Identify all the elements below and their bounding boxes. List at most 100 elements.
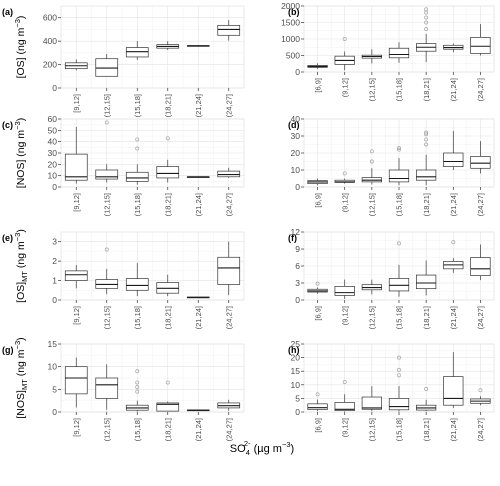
y-tick-label: 10 <box>48 171 58 181</box>
x-tick-label: (24,27] <box>224 193 233 216</box>
box-iqr <box>125 171 149 182</box>
outlier-point <box>104 247 109 252</box>
box-iqr <box>217 256 241 285</box>
outlier-point <box>135 385 140 390</box>
y-tick-label: 500 <box>286 51 300 61</box>
box-6 <box>470 388 491 406</box>
x-tick-label: [9,12] <box>72 94 81 113</box>
box-iqr <box>95 169 119 180</box>
x-tick-label: (24,27] <box>476 306 485 329</box>
y-axis-label-sup: −3 <box>13 233 22 242</box>
x-tick-label: (21,24] <box>449 193 458 216</box>
y-tick-label: 3 <box>295 278 300 288</box>
panel-label: (c) <box>2 120 13 130</box>
outlier-point <box>315 392 320 397</box>
panel-label: (b) <box>288 7 300 17</box>
x-tick-label: [6,9] <box>313 78 322 93</box>
x-tick-label: [9,12] <box>72 193 81 212</box>
y-axis-label-close: ) <box>15 229 27 233</box>
y-axis-label-sup: −3 <box>13 19 22 28</box>
x-tick-label: (15,18] <box>133 418 142 441</box>
x-tick-label: (24,27] <box>224 418 233 441</box>
box-4 <box>416 260 437 296</box>
box-6 <box>470 141 491 174</box>
panel-e: 0 1 2 3 [9,12] (12,15] (15,18] (18,21] (21,24] (2… <box>2 229 245 329</box>
outlier-point <box>342 380 347 385</box>
x-tick-label: (21,24] <box>449 306 458 329</box>
box-iqr <box>388 398 410 411</box>
x-tick-label: (12,15] <box>102 306 111 329</box>
box-iqr <box>416 169 437 181</box>
y-tick-label: 0 <box>295 67 300 77</box>
y-tick-label: 1500 <box>281 18 300 28</box>
panel-g: 0 5 10 15 [9,12] (12,15] (15,18] (18,21] (21,24]… <box>2 337 245 441</box>
box-3 <box>388 42 410 63</box>
y-tick-label: 0 <box>52 182 57 192</box>
box-iqr <box>95 377 119 399</box>
outlier-point <box>135 389 140 394</box>
x-tick-label: (9,12] <box>340 78 349 97</box>
y-tick-label: 200 <box>43 60 57 70</box>
x-tick-label: (21,24] <box>449 78 458 101</box>
box-2 <box>125 41 149 60</box>
outlier-point <box>135 146 140 151</box>
outlier-point <box>165 380 170 385</box>
x-tick-label: (18,21] <box>422 78 431 101</box>
box-iqr <box>64 270 88 281</box>
panel-h: 0 5 10 15 20 25 [6,9] (9,12] (12,15] (15,18] (18,2… <box>288 339 495 441</box>
box-1 <box>95 54 119 77</box>
box-3 <box>156 136 180 183</box>
box-1 <box>95 120 119 183</box>
x-tick-label: (12,15] <box>102 94 111 117</box>
x-tick-label: (21,24] <box>194 306 203 329</box>
box-3 <box>388 355 410 412</box>
y-tick-label: 1000 <box>281 34 300 44</box>
panel-f: 0 3 6 9 12 [6,9] (9,12] (12,15] (15,18] (18,21] (2… <box>288 227 495 329</box>
outlier-point <box>135 380 140 385</box>
box-2 <box>125 137 149 185</box>
box-iqr <box>217 24 241 36</box>
panel-label: (a) <box>2 7 13 17</box>
box-iqr <box>388 278 410 292</box>
y-axis-label-main: [OS] <box>15 282 27 303</box>
y-axis-label: [OS] (ng m−3) <box>13 16 27 79</box>
y-tick-label: 600 <box>43 13 57 23</box>
box-iqr <box>470 156 491 169</box>
outlier-point <box>424 132 429 137</box>
y-tick-label: 0 <box>295 182 300 192</box>
outlier-point <box>478 388 483 393</box>
outlier-point <box>451 240 456 245</box>
box-2 <box>125 263 149 297</box>
x-tick-label: (24,27] <box>476 78 485 101</box>
y-tick-label: 10 <box>291 380 301 390</box>
y-axis-label-unit: (ng m <box>15 130 27 160</box>
box-iqr <box>443 376 464 406</box>
outlier-point <box>424 130 429 135</box>
outlier-point <box>165 136 170 141</box>
y-tick-label: 40 <box>291 114 301 124</box>
x-tick-label: (18,21] <box>163 94 172 117</box>
box-iqr <box>217 170 241 178</box>
box-iqr <box>64 366 88 395</box>
y-tick-label: 0 <box>295 295 300 305</box>
y-tick-label: 2 <box>52 256 57 266</box>
y-axis-label-close: ) <box>15 337 27 341</box>
x-tick-label: (9,12] <box>340 306 349 325</box>
box-iqr <box>470 257 491 276</box>
box-3 <box>388 145 410 186</box>
y-tick-label: 5 <box>295 393 300 403</box>
y-axis-label: [NOS] (ng m−3) <box>13 118 27 188</box>
x-tick-label: (24,27] <box>224 94 233 117</box>
x-tick-label: (18,21] <box>163 193 172 216</box>
box-4 <box>416 130 437 186</box>
x-tick-label: [9,12] <box>72 418 81 437</box>
outlier-point <box>397 355 401 360</box>
outlier-point <box>135 137 140 142</box>
y-tick-label: 20 <box>48 159 58 169</box>
y-tick-label: 6 <box>295 261 300 271</box>
panel-label: (f) <box>288 233 297 243</box>
x-tick-label: [6,9] <box>313 193 322 208</box>
box-iqr <box>95 58 119 77</box>
box-5 <box>217 399 241 411</box>
x-tick-label: [6,9] <box>313 306 322 321</box>
